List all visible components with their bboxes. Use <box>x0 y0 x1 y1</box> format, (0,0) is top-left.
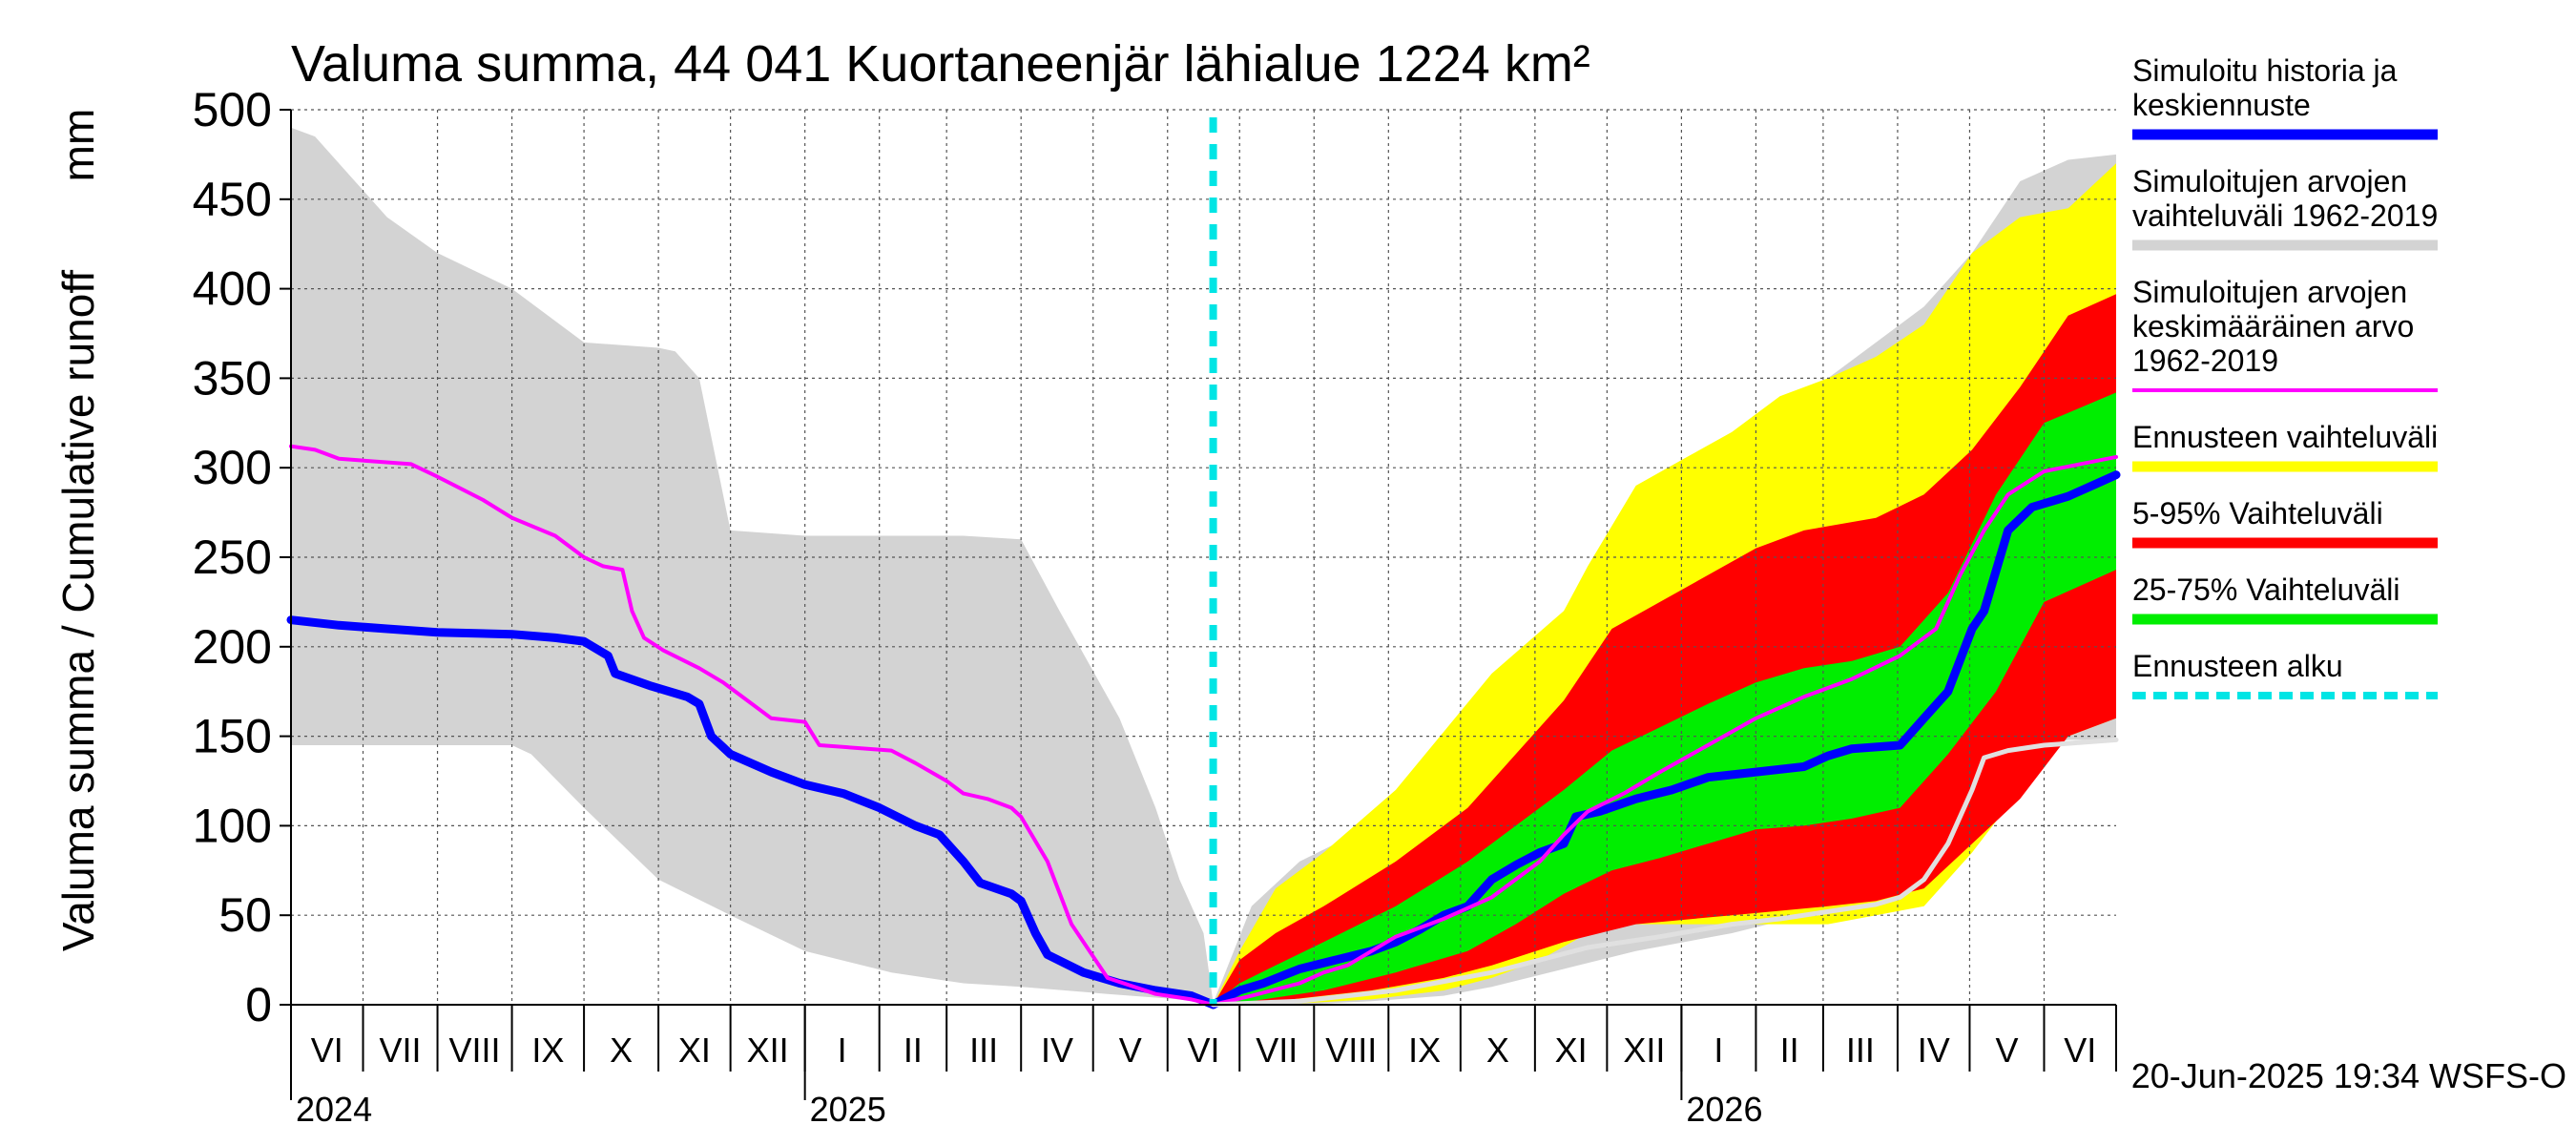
x-tick-label: II <box>1780 1030 1799 1070</box>
x-tick-label: VIII <box>449 1030 501 1070</box>
series-kuivin-vuosi <box>1211 737 2119 1008</box>
legend-label: 1962-2019 <box>2132 344 2278 378</box>
legend-item-ennusteen-alku: Ennusteen alku <box>2132 649 2438 699</box>
y-tick-label: 350 <box>193 351 272 405</box>
legend-label: keskiennuste <box>2132 88 2311 122</box>
x-tick-label: IV <box>1041 1030 1073 1070</box>
y-tick-label: 500 <box>193 83 272 136</box>
legend-item-ennusteen-vaihteluv-li: Ennusteen vaihteluväli <box>2132 420 2438 472</box>
x-tick-label: X <box>1486 1030 1509 1070</box>
legend: Simuloitu historia jakeskiennusteSimuloi… <box>2132 53 2438 699</box>
y-tick-label: 450 <box>193 173 272 226</box>
legend-label: 25-75% Vaihteluväli <box>2132 572 2399 607</box>
y-tick-label: 100 <box>193 799 272 852</box>
y-tick-label: 400 <box>193 262 272 316</box>
x-tick-label: V <box>1995 1030 2018 1070</box>
x-tick-label: VII <box>1256 1030 1298 1070</box>
legend-label: Ennusteen alku <box>2132 649 2343 683</box>
legend-label: Simuloitu historia ja <box>2132 53 2398 88</box>
x-tick-label: VIII <box>1325 1030 1377 1070</box>
x-tick-label: I <box>1714 1030 1723 1070</box>
x-tick-label: XII <box>747 1030 789 1070</box>
x-tick-label: X <box>610 1030 633 1070</box>
series-simuloitu-historia-ja-keskiennuste <box>286 470 2121 1010</box>
legend-label: keskimääräinen arvo <box>2132 309 2414 344</box>
x-tick-label: II <box>904 1030 923 1070</box>
x-tick-label: IX <box>1408 1030 1441 1070</box>
x-tick-label: IX <box>531 1030 564 1070</box>
x-tick-label: VI <box>2064 1030 2096 1070</box>
x-tick-label: XI <box>1555 1030 1588 1070</box>
x-tick-label: IV <box>1918 1030 1950 1070</box>
footer-timestamp: 20-Jun-2025 19:34 WSFS-O <box>2131 1056 2566 1095</box>
x-tick-label: I <box>838 1030 847 1070</box>
year-label: 2026 <box>1686 1090 1762 1129</box>
band-5-95-vaihteluv-li <box>1213 294 2116 1005</box>
series-layer <box>286 117 2121 1010</box>
chart-title: Valuma summa, 44 041 Kuortaneenjär lähia… <box>291 35 1590 93</box>
y-tick-label: 0 <box>245 978 272 1031</box>
x-tick-label: V <box>1119 1030 1142 1070</box>
bands-layer <box>291 127 2116 1006</box>
y-tick-label: 250 <box>193 531 272 584</box>
year-label: 2024 <box>296 1090 372 1129</box>
y-tick-label: 300 <box>193 441 272 494</box>
y-tick-label: 150 <box>193 710 272 763</box>
year-label: 2025 <box>810 1090 886 1129</box>
y-tick-label: 50 <box>218 888 272 942</box>
y-axis-unit: mm <box>53 109 103 182</box>
legend-label: vaihteluväli 1962-2019 <box>2132 198 2438 233</box>
series-simuloitujen-arvojen-keskim-r-inen-arvo-1962-2019 <box>289 444 2118 1007</box>
x-tick-label: VI <box>311 1030 343 1070</box>
legend-item-25-75-vaihteluv-li: 25-75% Vaihteluväli <box>2132 572 2438 625</box>
band-25-75-vaihteluv-li <box>1213 392 2116 1005</box>
x-tick-label: III <box>1846 1030 1875 1070</box>
legend-label: Simuloitujen arvojen <box>2132 275 2407 309</box>
legend-label: 5-95% Vaihteluväli <box>2132 496 2383 531</box>
legend-label: Simuloitujen arvojen <box>2132 164 2407 198</box>
x-tick-label: VI <box>1187 1030 1219 1070</box>
x-tick-label: VII <box>380 1030 422 1070</box>
grid-layer <box>291 109 2116 1005</box>
legend-item-5-95-vaihteluv-li: 5-95% Vaihteluväli <box>2132 496 2438 549</box>
x-tick-label: XII <box>1623 1030 1665 1070</box>
legend-label: Ennusteen vaihteluväli <box>2132 420 2438 454</box>
y-tick-label: 200 <box>193 620 272 674</box>
x-tick-label: III <box>969 1030 998 1070</box>
x-tick-label: XI <box>678 1030 711 1070</box>
y-axis-label: Valuma summa / Cumulative runoff <box>53 270 103 951</box>
